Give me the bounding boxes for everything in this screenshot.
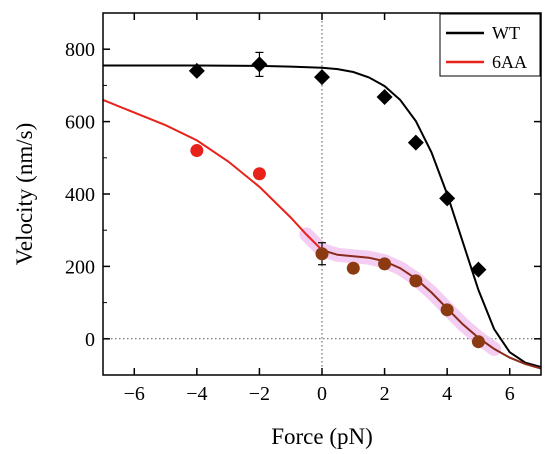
wt-point [188,62,205,79]
x-tick-label: −2 [249,383,270,405]
y-tick-label: 400 [65,184,95,206]
x-tick-label: 6 [505,383,515,405]
x-tick-label: 4 [442,383,452,405]
legend-label: 6AA [492,52,527,72]
wt-point [439,190,456,207]
wt-point [314,69,330,86]
fit-line-wt [103,64,541,368]
6aa-point [471,335,485,349]
x-tick-label: 0 [317,383,327,405]
legend: WT 6AA [439,13,541,77]
6aa-point [440,303,454,317]
x-tick-label: −4 [186,383,207,405]
x-tick-label: 2 [380,383,390,405]
wt-point [376,88,393,105]
fit-line-6aa [103,98,323,251]
6aa-point [315,247,329,261]
x-tick-label: −6 [124,383,145,405]
wt-point [407,134,424,151]
6aa-point [190,144,204,158]
fit-curves [103,64,541,370]
6aa-point [409,274,423,288]
data-markers [188,51,487,349]
wt-point [470,261,487,278]
6aa-point [252,167,266,181]
legend-box [439,13,541,77]
y-tick-label: 200 [65,256,95,278]
6aa-point [346,261,360,275]
y-tick-label: 800 [65,39,95,61]
fit-line-6aa-tail [321,249,541,370]
axes: −6 −4 −2 0 2 4 6 0 200 400 600 800 [65,13,541,405]
y-axis-title: Velocity (nm/s) [12,123,37,265]
x-axis-title: Force (pN) [271,424,373,449]
y-tick-label: 0 [85,329,95,351]
legend-label: WT [492,23,520,43]
y-tick-label: 600 [65,112,95,134]
6aa-point [378,257,392,271]
